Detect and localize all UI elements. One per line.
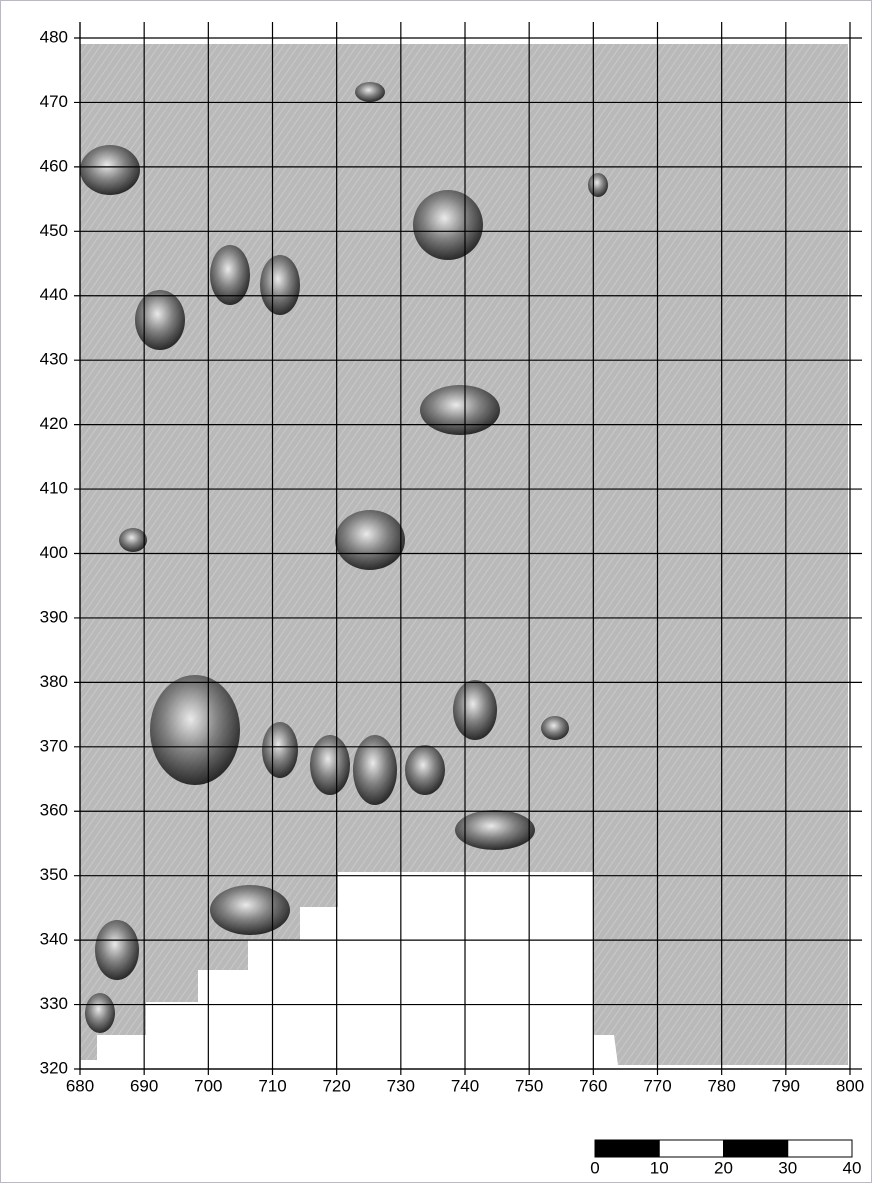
- y-tick-label: 420: [40, 414, 68, 433]
- x-tick-label: 790: [772, 1076, 800, 1095]
- y-tick-label: 440: [40, 285, 68, 304]
- y-tick-label: 330: [40, 994, 68, 1013]
- y-tick-label: 460: [40, 156, 68, 175]
- x-tick-label: 750: [515, 1076, 543, 1095]
- x-tick-label: 700: [194, 1076, 222, 1095]
- scale-label: 0: [590, 1158, 599, 1177]
- scale-label: 30: [778, 1158, 797, 1177]
- y-tick-label: 430: [40, 350, 68, 369]
- x-tick-label: 730: [387, 1076, 415, 1095]
- scale-segment: [595, 1140, 659, 1157]
- scale-segment: [788, 1140, 852, 1157]
- y-tick-label: 480: [40, 27, 68, 46]
- y-tick-label: 470: [40, 92, 68, 111]
- scale-segment: [724, 1140, 788, 1157]
- y-tick-label: 410: [40, 479, 68, 498]
- x-tick-label: 710: [258, 1076, 286, 1095]
- y-tick-label: 320: [40, 1058, 68, 1077]
- y-tick-label: 400: [40, 543, 68, 562]
- x-tick-label: 770: [643, 1076, 671, 1095]
- scale-bar: 0 10 20 30 40: [590, 1140, 861, 1177]
- x-tick-label: 800: [836, 1076, 864, 1095]
- x-tick-label: 760: [579, 1076, 607, 1095]
- x-tick-label: 780: [707, 1076, 735, 1095]
- scale-label: 10: [650, 1158, 669, 1177]
- y-tick-label: 350: [40, 865, 68, 884]
- page: {"chart_data": {"type": "survey-map", "x…: [0, 0, 872, 1183]
- y-tick-label: 340: [40, 930, 68, 949]
- scale-label: 20: [714, 1158, 733, 1177]
- x-tick-label: 690: [130, 1076, 158, 1095]
- y-tick-label: 450: [40, 221, 68, 240]
- scale-segment: [659, 1140, 723, 1157]
- x-tick-label: 680: [66, 1076, 94, 1095]
- y-tick-label: 360: [40, 801, 68, 820]
- x-tick-label: 720: [322, 1076, 350, 1095]
- map: 680 690 700 710 720 730 740 750 760 770 780 790 800 3…: [0, 0, 872, 1183]
- scale-label: 40: [843, 1158, 862, 1177]
- y-tick-label: 390: [40, 607, 68, 626]
- y-tick-label: 370: [40, 736, 68, 755]
- x-tick-label: 740: [451, 1076, 479, 1095]
- y-tick-label: 380: [40, 672, 68, 691]
